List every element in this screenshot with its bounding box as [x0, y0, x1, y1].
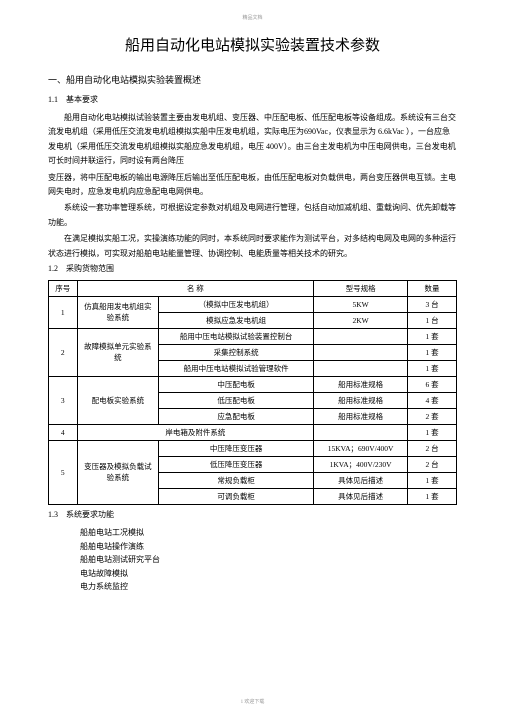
cell-qty: 2 台	[408, 440, 457, 456]
subsection-1-3-heading: 1.3 系统要求功能	[48, 509, 457, 520]
cell-spec: 船用标准规格	[314, 408, 408, 424]
table-row: 2 故障模拟单元实验系统 船用中压电站模拟试验装置控制台 1 套	[49, 328, 457, 344]
cell-spec	[314, 424, 408, 440]
paragraph-3: 系统设一套功率管理系统，可根据设定参数对机组及电网进行管理，包括自动加减机组、重…	[48, 201, 457, 230]
paragraph-4: 在满足模拟实船工况，实操演练功能的同时，本系统同时要求能作为测试平台，对多结构电…	[48, 232, 457, 261]
cell-qty: 4 套	[408, 392, 457, 408]
header-seq: 序号	[49, 280, 78, 296]
table-row: 1 仿真船用发电机组实验系统 （模拟中压发电机组） 5KW 3 台	[49, 296, 457, 312]
cell-seq: 4	[49, 424, 78, 440]
cell-qty: 1 套	[408, 424, 457, 440]
cell-qty: 1 台	[408, 312, 457, 328]
cell-detail: 低压降压变压器	[159, 456, 314, 472]
list-item: 船舶电站测试研究平台	[48, 553, 457, 567]
cell-spec: 具体见后描述	[314, 472, 408, 488]
list-item: 船舶电站工况模拟	[48, 526, 457, 540]
header-name: 名 称	[77, 280, 314, 296]
cell-name: 配电板实验系统	[77, 376, 159, 424]
cell-qty: 1 套	[408, 472, 457, 488]
subsection-1-2-heading: 1.2 采购货物范围	[48, 263, 457, 274]
subsection-1-1-heading: 1.1 基本要求	[48, 94, 457, 105]
cell-detail: 模拟应急发电机组	[159, 312, 314, 328]
cell-spec	[314, 328, 408, 344]
cell-spec: 船用标准规格	[314, 376, 408, 392]
requirements-list: 船舶电站工况模拟 船舶电站操作演练 船舶电站测试研究平台 电站故障模拟 电力系统…	[48, 526, 457, 594]
cell-seq: 3	[49, 376, 78, 424]
cell-spec: 船用标准规格	[314, 392, 408, 408]
list-item: 船舶电站操作演练	[48, 540, 457, 554]
table-row: 3 配电板实验系统 中压配电板 船用标准规格 6 套	[49, 376, 457, 392]
cell-qty: 3 台	[408, 296, 457, 312]
cell-seq: 2	[49, 328, 78, 376]
cell-detail: 常规负载柜	[159, 472, 314, 488]
cell-detail: 中压配电板	[159, 376, 314, 392]
cell-spec	[314, 360, 408, 376]
cell-name: 故障模拟单元实验系统	[77, 328, 159, 376]
list-item: 电力系统监控	[48, 580, 457, 594]
paragraph-2: 变压器，将中压配电板的输出电源降压后输出至低压配电板，由低压配电板对负载供电，两…	[48, 171, 457, 200]
cell-detail: 可调负载柜	[159, 488, 314, 504]
table-row: 4 岸电箱及附件系统 1 套	[49, 424, 457, 440]
cell-seq: 5	[49, 440, 78, 504]
table-row: 5 变压器及模拟负载试验系统 中压降压变压器 15KVA；690V/400V 2…	[49, 440, 457, 456]
cell-qty: 1 套	[408, 328, 457, 344]
cell-detail: 船用中压电站模拟试验装置控制台	[159, 328, 314, 344]
cell-name: 仿真船用发电机组实验系统	[77, 296, 159, 328]
header-mark: 精品文档	[242, 14, 262, 21]
cell-detail: 中压降压变压器	[159, 440, 314, 456]
purchase-table: 序号 名 称 型号规格 数量 1 仿真船用发电机组实验系统 （模拟中压发电机组）…	[48, 280, 457, 505]
cell-spec: 具体见后描述	[314, 488, 408, 504]
cell-detail: 低压配电板	[159, 392, 314, 408]
cell-detail: 应急配电板	[159, 408, 314, 424]
cell-qty: 1 套	[408, 488, 457, 504]
cell-spec: 15KVA；690V/400V	[314, 440, 408, 456]
footer-mark: 1 欢迎下载	[241, 698, 265, 705]
cell-qty: 6 套	[408, 376, 457, 392]
cell-qty: 2 台	[408, 456, 457, 472]
paragraph-1: 船用自动化电站模拟试验装置主要由发电机组、变压器、中压配电板、低压配电板等设备组…	[48, 111, 457, 169]
cell-qty: 1 套	[408, 360, 457, 376]
header-spec: 型号规格	[314, 280, 408, 296]
cell-spec	[314, 344, 408, 360]
cell-spec: 2KW	[314, 312, 408, 328]
cell-spec: 1KVA；400V/230V	[314, 456, 408, 472]
table-header-row: 序号 名 称 型号规格 数量	[49, 280, 457, 296]
cell-qty: 1 套	[408, 344, 457, 360]
cell-qty: 2 套	[408, 408, 457, 424]
section-1-heading: 一、船用自动化电站模拟实验装置概述	[48, 73, 457, 86]
cell-name: 岸电箱及附件系统	[77, 424, 314, 440]
cell-detail: 船用中压电站模拟试验管理软件	[159, 360, 314, 376]
header-qty: 数量	[408, 280, 457, 296]
cell-detail: （模拟中压发电机组）	[159, 296, 314, 312]
cell-detail: 采集控制系统	[159, 344, 314, 360]
cell-spec: 5KW	[314, 296, 408, 312]
cell-seq: 1	[49, 296, 78, 328]
page-title: 船用自动化电站模拟实验装置技术参数	[48, 34, 457, 55]
cell-name: 变压器及模拟负载试验系统	[77, 440, 159, 504]
list-item: 电站故障模拟	[48, 567, 457, 581]
